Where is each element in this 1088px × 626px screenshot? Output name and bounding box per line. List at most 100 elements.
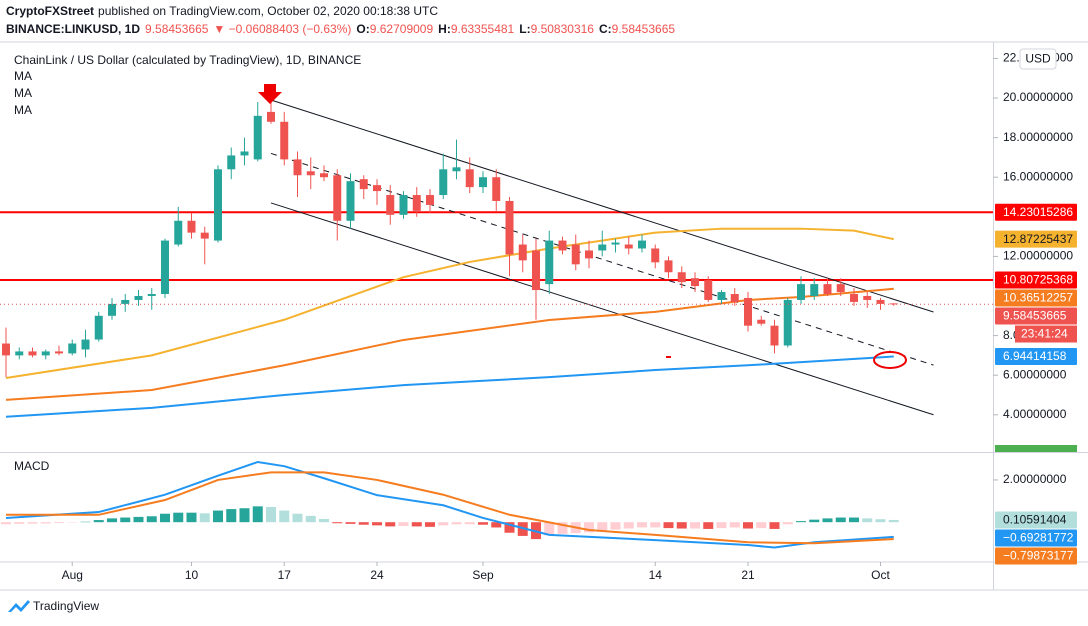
candle-body (770, 325, 779, 346)
histogram-bar (226, 509, 237, 523)
ohlc-label: L: (519, 22, 530, 36)
histogram-bar (40, 522, 51, 524)
axis-label: 12.87225437 (1003, 232, 1073, 246)
histogram-bar (93, 520, 104, 523)
axis-label: 10.80725368 (1003, 273, 1073, 287)
candle-body (161, 240, 169, 295)
y-tick-label: 20.00000000 (1003, 90, 1073, 104)
histogram-bar (14, 522, 25, 524)
y-tick-label: 2.00000000 (1003, 472, 1067, 486)
histogram-bar (491, 522, 502, 528)
histogram-bar (822, 518, 833, 523)
histogram-bar (107, 518, 117, 523)
histogram-bar (769, 522, 780, 529)
candle-body (638, 240, 646, 249)
currency[interactable]: USD (1025, 52, 1051, 66)
candle-body (174, 220, 183, 245)
candle-body (108, 303, 116, 316)
axis-label: 0.10591404 (1003, 513, 1067, 527)
trend-line (270, 152, 934, 366)
ohlc-value: 9.58453665 (612, 22, 676, 36)
change: ▼ −0.06088403 (−0.63%) (213, 22, 351, 36)
publisher: CryptoFXStreet published on TradingView.c… (6, 4, 438, 18)
x-tick-label: 14 (649, 568, 663, 582)
axis-label: 10.36512257 (1003, 291, 1073, 305)
candle-body (134, 295, 143, 300)
candle-body (465, 169, 474, 188)
candle-body (810, 284, 819, 296)
x-tick-label: 24 (370, 568, 384, 582)
histogram-bar (186, 512, 197, 523)
histogram-bar (637, 522, 647, 528)
histogram-bar (703, 522, 714, 529)
histogram-bar (597, 522, 608, 531)
x-tick-label: 21 (741, 568, 755, 582)
histogram-bar (849, 517, 859, 523)
candle-body (585, 250, 593, 259)
y-tick-label: 16.00000000 (1003, 169, 1073, 183)
candle-body (333, 175, 342, 221)
histogram-bar (160, 513, 170, 523)
histogram-bar (425, 522, 435, 527)
price: 9.58453665 (145, 22, 209, 36)
candle-body (359, 179, 368, 190)
candle-body (518, 244, 527, 261)
histogram-bar (809, 519, 820, 523)
published-info: published on TradingView.com, October 02… (98, 4, 438, 18)
symbol: BINANCE:LINKUSD, 1D (6, 22, 140, 36)
axis-label-box (995, 347, 1077, 365)
histogram-bar (133, 516, 144, 523)
histogram-bar (332, 522, 343, 524)
trend-line (270, 99, 934, 313)
candle-body (492, 177, 501, 201)
axis-label-box (995, 203, 1077, 221)
y-tick-label: 4.00000000 (1003, 407, 1067, 421)
histogram-bar (279, 510, 290, 523)
axis-label-box (995, 271, 1077, 289)
macd-line (6, 471, 894, 545)
candle-body (200, 232, 209, 239)
candle-body (704, 280, 713, 300)
ohlc-value: 9.50830316 (531, 22, 595, 36)
histogram-bar (663, 522, 674, 529)
candle-body (412, 195, 421, 211)
candle-body (505, 200, 514, 255)
histogram-bar (650, 522, 661, 528)
histogram-bar (54, 522, 64, 524)
histogram-bar (875, 519, 886, 523)
candle-body (94, 315, 103, 340)
histogram-bar (146, 516, 157, 523)
countdown-box (1015, 325, 1077, 343)
currency-button[interactable] (1019, 48, 1057, 70)
histogram-bar (584, 522, 594, 533)
candle-body (293, 159, 302, 176)
y-tick-label: 12.00000000 (1003, 249, 1073, 263)
circle-annotation (873, 351, 907, 369)
x-tick-label: Sep (472, 568, 494, 582)
candle-body (730, 294, 739, 302)
candle-body (876, 299, 885, 304)
histogram-bar (743, 522, 753, 529)
candle-body (664, 260, 673, 273)
candle-body (439, 169, 448, 196)
candle-body (863, 295, 872, 300)
candle-body (677, 272, 686, 283)
candle-body (121, 299, 130, 304)
histogram-bar (782, 522, 793, 525)
candle-body (227, 155, 236, 170)
candle-body (850, 294, 858, 302)
candle-body (426, 195, 434, 205)
axis-label-box (995, 230, 1077, 248)
candle-body (889, 303, 898, 305)
candle-body (823, 284, 832, 295)
candle-body (346, 181, 355, 221)
histogram-bar (478, 522, 488, 525)
histogram-bar (464, 522, 475, 525)
candle-body (783, 299, 792, 346)
axis-label-box (995, 307, 1077, 325)
axis-label-box (995, 511, 1077, 529)
arrow-annotation (258, 84, 282, 104)
moving-average (5, 287, 894, 401)
ohlc-value: 9.63355481 (451, 22, 515, 36)
